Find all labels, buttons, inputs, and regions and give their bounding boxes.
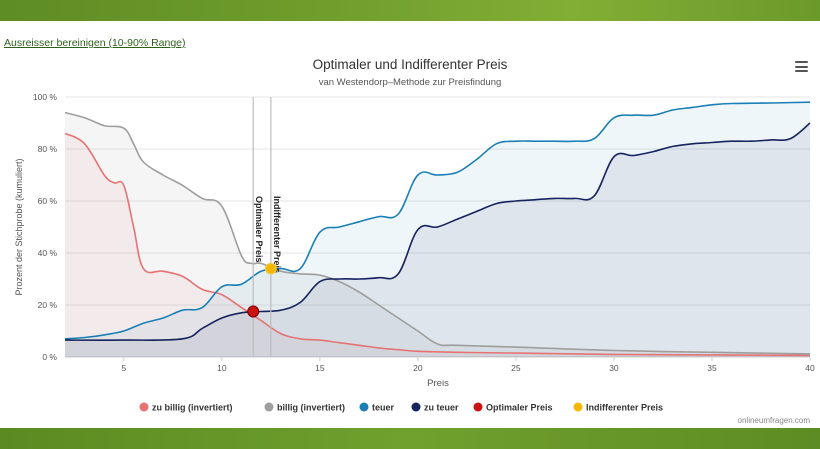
chart-title: Optimaler und Indifferenter Preis [313, 57, 508, 72]
x-tick-label: 35 [707, 363, 717, 373]
legend-symbol-optimal [473, 402, 483, 412]
y-tick-label: 60 % [38, 196, 58, 206]
y-tick-label: 20 % [38, 300, 58, 310]
area-zu_teuer [65, 123, 810, 357]
legend-symbol-billig [264, 402, 274, 412]
series-line-zu_billig [64, 132, 811, 357]
x-tick-label: 30 [609, 363, 619, 373]
series-line-teuer [64, 101, 811, 340]
annotation-optimal: Optimaler Preis [254, 196, 264, 263]
hamburger-menu-icon[interactable] [795, 61, 808, 75]
legend-label-zu_teuer: zu teuer [424, 403, 459, 413]
x-tick-label: 15 [315, 363, 325, 373]
marker-indifferent [264, 262, 277, 275]
legend-label-indifferent: Indifferenter Preis [586, 403, 663, 413]
x-tick-label: 10 [217, 363, 227, 373]
legend-symbol-indifferent [573, 402, 583, 412]
header-band [0, 0, 820, 21]
outlier-filter-link[interactable]: Ausreisser bereinigen (10-90% Range) [4, 37, 186, 49]
credits-text[interactable]: onlineumfragen.com [737, 416, 810, 425]
legend-symbol-zu_billig [139, 402, 149, 412]
series-line-billig [64, 111, 811, 355]
legend-label-zu_billig: zu billig (invertiert) [152, 403, 233, 413]
legend-symbol-teuer [359, 402, 369, 412]
x-tick-label: 20 [413, 363, 423, 373]
x-tick-label: 25 [511, 363, 521, 373]
y-tick-label: 40 % [38, 248, 58, 258]
legend-label-billig: billig (invertiert) [277, 403, 345, 413]
y-tick-label: 0 % [42, 352, 57, 362]
area-billig [65, 112, 810, 357]
y-tick-label: 80 % [38, 144, 58, 154]
annotation-indifferent: Indifferenter Preis [272, 196, 282, 273]
area-zu_billig [65, 133, 810, 357]
legend-label-optimal: Optimaler Preis [486, 403, 553, 413]
marker-optimal [247, 305, 260, 318]
y-tick-label: 100 % [33, 92, 58, 102]
footer-band [0, 428, 820, 449]
legend-label-teuer: teuer [372, 403, 395, 413]
chart-subtitle: van Westendorp–Methode zur Preisfindung [319, 77, 502, 88]
legend-symbol-zu_teuer [411, 402, 421, 412]
x-axis-title: Preis [427, 378, 449, 389]
area-teuer [65, 102, 810, 357]
x-tick-label: 5 [121, 363, 126, 373]
y-axis-title: Prozent der Stichprobe (kumuliert) [14, 158, 24, 295]
x-tick-label: 40 [805, 363, 815, 373]
